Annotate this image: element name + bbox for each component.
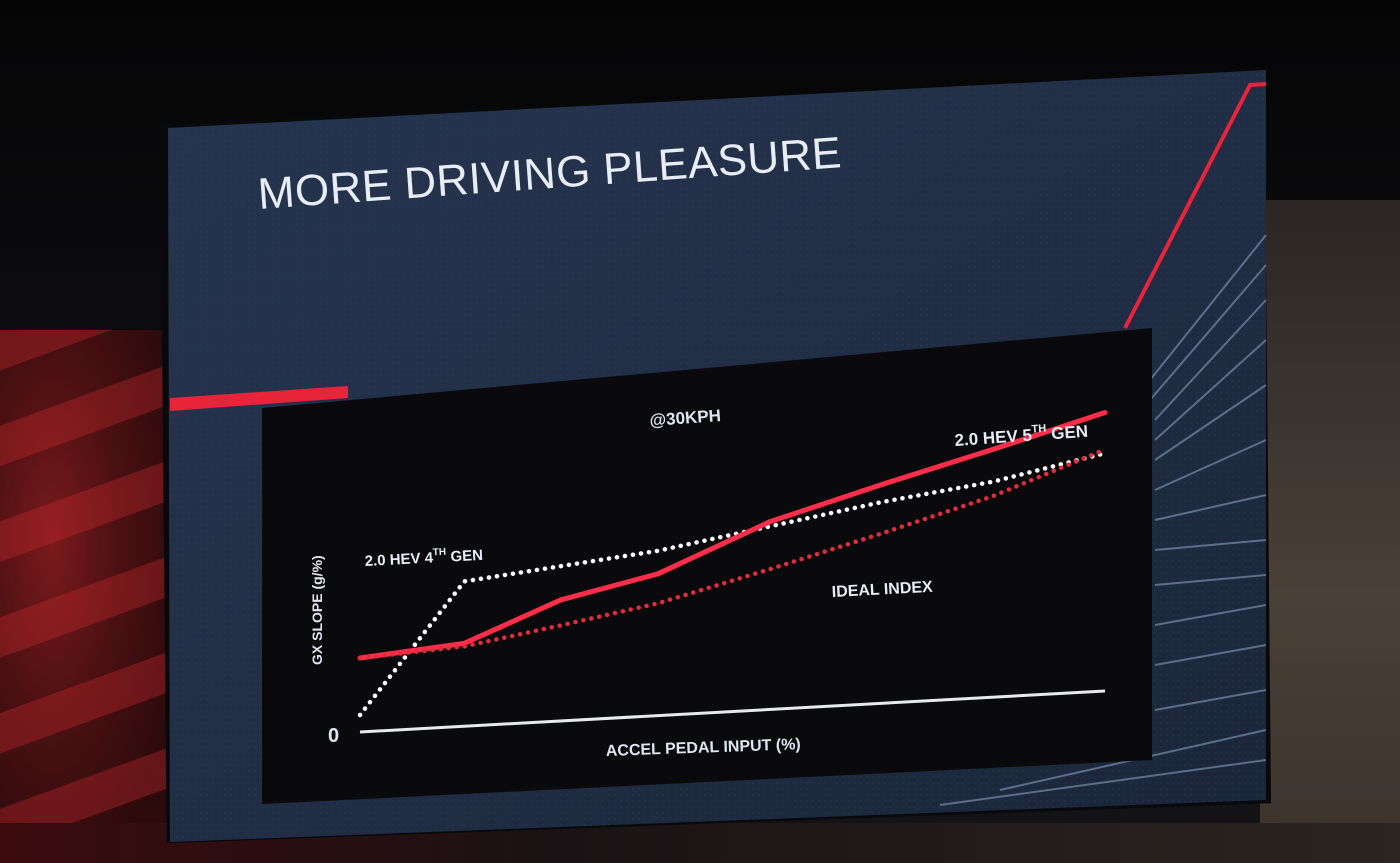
slide-accent-line-right bbox=[1123, 82, 1267, 329]
series-layer bbox=[357, 410, 1108, 718]
series-line-2 bbox=[357, 410, 1108, 661]
series-label-5th-gen-sup: TH bbox=[1031, 423, 1047, 436]
series-label-4th-gen-suffix: GEN bbox=[446, 547, 484, 566]
y-axis-label: GX SLOPE (g/%) bbox=[309, 555, 325, 665]
stage-wall-right bbox=[1260, 200, 1400, 863]
x-axis-label: ACCEL PEDAL INPUT (%) bbox=[606, 736, 801, 760]
slide-accent-bar-left bbox=[170, 386, 348, 411]
slide-decoration-lines bbox=[939, 234, 1267, 806]
series-label-5th-gen-suffix: GEN bbox=[1046, 422, 1089, 444]
series-line-3 bbox=[357, 447, 1108, 661]
series-line-1 bbox=[357, 450, 1108, 718]
x-axis-line bbox=[359, 689, 1106, 734]
stage-wall-left bbox=[0, 330, 175, 863]
y-axis-origin-label: 0 bbox=[328, 725, 339, 747]
chart-subtitle: @30KPH bbox=[649, 406, 722, 430]
series-label-4th-gen: 2.0 HEV 4TH GEN bbox=[364, 545, 483, 570]
series-label-4th-gen-sup: TH bbox=[432, 547, 446, 559]
chart-panel bbox=[262, 328, 1152, 804]
series-label-4th-gen-prefix: 2.0 HEV 4 bbox=[364, 549, 434, 570]
series-label-ideal-index: IDEAL INDEX bbox=[831, 579, 933, 601]
series-label-5th-gen: 2.0 HEV 5TH GEN bbox=[954, 420, 1089, 450]
